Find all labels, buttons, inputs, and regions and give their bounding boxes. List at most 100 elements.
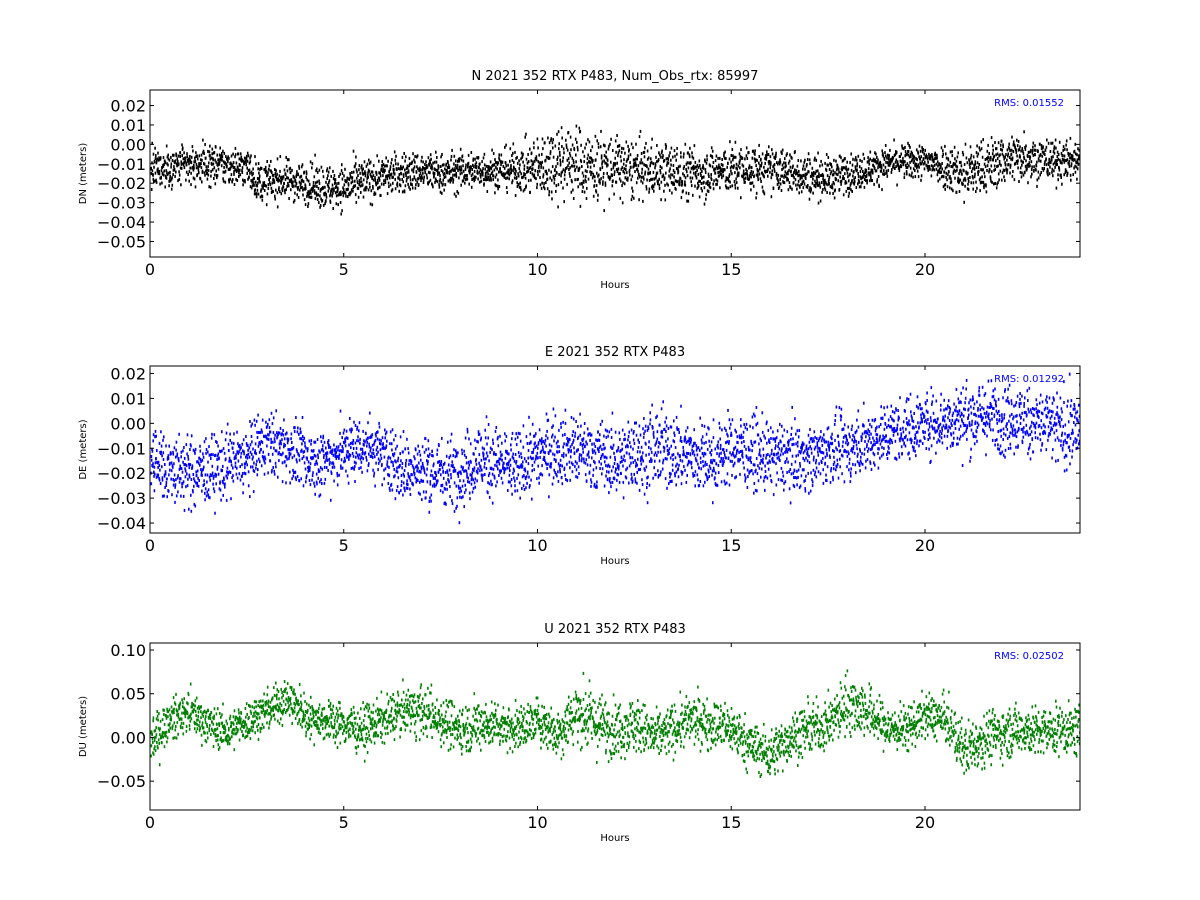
n-data-point bbox=[778, 162, 781, 166]
n-data-point bbox=[309, 195, 311, 199]
n-data-point bbox=[498, 156, 500, 160]
n-data-point bbox=[364, 171, 367, 175]
n-data-point bbox=[1015, 150, 1018, 154]
n-data-point bbox=[337, 203, 339, 207]
n-data-point bbox=[767, 174, 769, 178]
n-data-point bbox=[566, 148, 569, 152]
n-data-point bbox=[998, 154, 1000, 158]
n-data-point bbox=[565, 138, 567, 142]
n-data-point bbox=[307, 179, 310, 183]
n-data-point bbox=[414, 160, 416, 164]
n-data-point bbox=[761, 171, 763, 175]
n-data-point bbox=[1009, 149, 1011, 152]
e-data-point bbox=[323, 456, 325, 460]
e-data-point bbox=[455, 451, 458, 455]
e-data-point bbox=[386, 439, 388, 443]
e-data-point bbox=[463, 449, 465, 453]
n-data-point bbox=[347, 187, 349, 191]
n-data-point bbox=[1036, 184, 1038, 188]
e-data-point bbox=[187, 457, 190, 461]
n-data-point bbox=[895, 150, 898, 154]
n-data-point bbox=[950, 165, 952, 168]
n-data-point bbox=[839, 180, 842, 184]
n-data-point bbox=[650, 146, 653, 150]
e-data-point bbox=[185, 485, 187, 489]
e-data-point bbox=[372, 452, 375, 456]
n-data-point bbox=[779, 178, 781, 181]
e-data-point bbox=[460, 465, 463, 469]
n-data-point bbox=[516, 175, 518, 179]
n-data-point bbox=[814, 171, 817, 175]
n-data-point bbox=[616, 161, 618, 165]
n-data-point bbox=[613, 192, 615, 196]
n-data-point bbox=[967, 177, 969, 181]
n-data-point bbox=[670, 163, 672, 167]
n-data-point bbox=[313, 189, 316, 193]
e-data-point bbox=[244, 462, 246, 466]
n-data-point bbox=[543, 185, 545, 189]
e-data-point bbox=[367, 436, 369, 440]
e-data-point bbox=[341, 445, 344, 448]
n-data-point bbox=[459, 157, 461, 161]
n-data-point bbox=[986, 164, 989, 168]
n-data-point bbox=[730, 154, 733, 157]
n-data-point bbox=[646, 149, 649, 153]
e-data-point bbox=[274, 461, 277, 465]
n-data-point bbox=[972, 187, 974, 191]
n-data-point bbox=[193, 163, 195, 167]
n-data-point bbox=[341, 172, 344, 175]
e-data-point bbox=[447, 463, 450, 467]
n-data-point bbox=[558, 142, 560, 146]
n-data-point bbox=[696, 168, 698, 172]
n-data-point bbox=[953, 168, 956, 172]
n-data-point bbox=[906, 152, 908, 156]
n-data-point bbox=[163, 163, 165, 166]
n-data-point bbox=[387, 159, 389, 163]
n-data-point bbox=[783, 175, 785, 179]
n-data-point bbox=[271, 189, 273, 193]
n-data-point bbox=[823, 186, 826, 190]
n-data-point bbox=[569, 174, 571, 178]
e-data-point bbox=[472, 467, 474, 471]
e-data-point bbox=[365, 432, 367, 436]
e-data-point bbox=[236, 466, 238, 470]
n-data-point bbox=[920, 174, 923, 178]
e-data-point bbox=[307, 467, 310, 471]
n-data-point bbox=[444, 183, 447, 187]
e-data-point bbox=[283, 445, 285, 449]
n-data-point bbox=[882, 163, 885, 167]
n-data-point bbox=[734, 155, 737, 159]
n-data-point bbox=[1049, 150, 1052, 153]
n-data-point bbox=[911, 152, 913, 156]
e-data-point bbox=[392, 464, 394, 468]
n-data-point bbox=[853, 182, 856, 186]
e-data-point bbox=[215, 440, 217, 443]
n-data-point bbox=[833, 182, 835, 186]
e-data-point bbox=[287, 437, 290, 441]
e-data-point bbox=[494, 463, 496, 467]
n-data-point bbox=[815, 182, 817, 186]
n-data-point bbox=[923, 152, 925, 156]
e-data-point bbox=[226, 466, 229, 470]
n-data-point bbox=[192, 165, 194, 169]
e-data-point bbox=[195, 481, 197, 485]
n-data-point bbox=[216, 163, 219, 167]
e-data-point bbox=[175, 494, 178, 498]
e-data-point bbox=[205, 451, 207, 455]
e-data-point bbox=[404, 464, 407, 468]
e-data-point bbox=[244, 466, 246, 470]
n-data-point bbox=[462, 169, 465, 173]
e-data-point bbox=[425, 496, 427, 500]
e-data-point bbox=[189, 463, 192, 467]
n-data-point bbox=[1047, 173, 1049, 177]
e-data-point bbox=[450, 473, 452, 476]
n-data-point bbox=[633, 161, 636, 165]
e-data-point bbox=[173, 479, 175, 483]
n-data-point bbox=[404, 184, 407, 188]
e-data-point bbox=[157, 466, 159, 469]
n-data-point bbox=[187, 159, 189, 163]
n-data-point bbox=[864, 175, 867, 178]
n-data-point bbox=[837, 167, 840, 171]
n-data-point bbox=[209, 144, 211, 148]
n-data-point bbox=[333, 187, 335, 191]
